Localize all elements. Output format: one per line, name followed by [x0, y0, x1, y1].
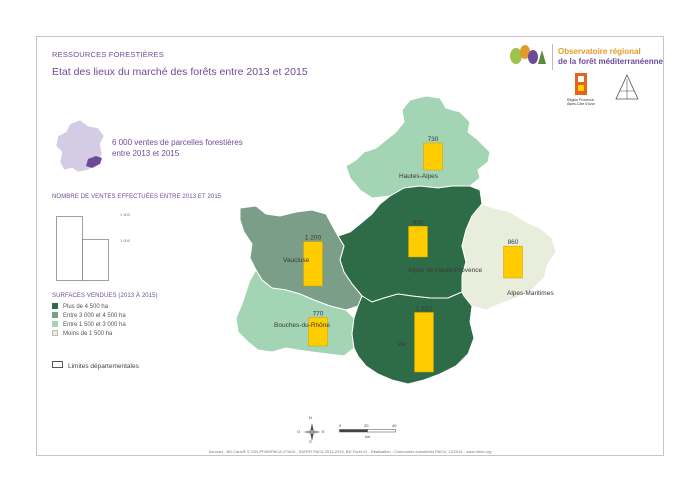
department-name-label: Var [397, 341, 407, 348]
department-name-label: Alpes de Haute-Provence [408, 267, 482, 274]
surface-legend-label: Entre 3 000 et 4 500 ha [63, 313, 126, 319]
sales-bar-label: 1 610 [416, 305, 433, 312]
sales-bar [414, 312, 434, 373]
dept-hautes-alpes [345, 95, 491, 199]
department-name-label: Bouches-du-Rhône [274, 322, 330, 329]
surface-legend-item: Entre 3 000 et 4 500 ha [52, 312, 126, 320]
sales-legend-bars [56, 216, 109, 281]
compass-rose-icon [303, 423, 321, 441]
compass-e: E [322, 429, 325, 434]
sales-total-text: 6 000 ventes de parcelles forestières en… [112, 138, 243, 158]
scale-unit: km [365, 434, 371, 439]
sales-bar [308, 317, 328, 347]
surface-legend-item: Plus de 4 500 ha [52, 303, 108, 311]
scale-bar [339, 429, 396, 433]
logo-line-1: Observatoire régional [558, 47, 641, 56]
surface-legend-swatch [52, 312, 58, 318]
sales-bar-label: 730 [428, 136, 439, 143]
scale-tick-40: 40 [392, 423, 397, 428]
surface-legend-label: Moins de 1 500 ha [63, 331, 113, 337]
dept-var [351, 291, 475, 385]
sales-bar [423, 142, 443, 171]
department-name-label: Alpes-Maritimes [507, 290, 554, 297]
sales-bar-label: 1 200 [305, 235, 322, 242]
france-inset-map [55, 119, 105, 173]
limits-swatch [52, 361, 63, 368]
sales-bar-label: 770 [313, 311, 324, 318]
sales-legend-title: NOMBRE DE VENTES EFFECTUÉES ENTRE 2013 E… [52, 194, 222, 200]
surface-legend-swatch [52, 303, 58, 309]
communes-forestieres-logo-icon [615, 74, 639, 100]
sales-ref-large: 1 500 [120, 212, 131, 217]
sales-bar [408, 226, 428, 258]
surface-legend-swatch [52, 321, 58, 327]
compass-n: N [309, 415, 312, 420]
surface-legend-label: Plus de 4 500 ha [63, 304, 109, 310]
section-kicker: RESSOURCES FORESTIÈRES [52, 50, 164, 59]
scale-tick-20: 20 [364, 423, 369, 428]
logo-text: Observatoire régional de la forêt médite… [558, 47, 663, 67]
source-credits: Sources : BD Carto® © IGN-PFAR/PACA n°06… [208, 449, 492, 454]
surface-legend-item: Entre 1 500 et 3 000 ha [52, 321, 126, 329]
sales-bar [503, 245, 523, 279]
surface-legend-item: Moins de 1 500 ha [52, 330, 112, 338]
department-name-label: Hautes-Alpes [399, 173, 439, 180]
sales-bar-label: 830 [413, 219, 424, 226]
department-name-label: Vaucluse [283, 257, 310, 264]
surface-legend-title: SURFACES VENDUES (2013 À 2015) [52, 293, 158, 299]
region-label: Région Provence-Alpes-Côte d'Azur [566, 98, 596, 106]
limits-label: Limites départementales [68, 363, 139, 370]
compass-s: S [309, 439, 312, 444]
page-title: Etat des lieux du marché des forêts entr… [52, 66, 308, 78]
compass-o: O [297, 429, 301, 434]
scale-tick-0: 0 [339, 423, 342, 428]
sales-bar [303, 241, 323, 287]
logo-separator [552, 44, 553, 70]
region-logo-icon [575, 73, 587, 95]
sales-ref-small: 1 000 [120, 238, 131, 243]
sales-bar-label: 860 [508, 239, 519, 246]
observatory-logo-icon [510, 45, 546, 64]
limits-legend: Limites départementales [52, 361, 139, 370]
logo-line-2: de la forêt méditerranéenne [558, 57, 663, 66]
surface-legend-label: Entre 1 500 et 3 000 ha [63, 322, 126, 328]
surface-legend-swatch [52, 330, 58, 336]
